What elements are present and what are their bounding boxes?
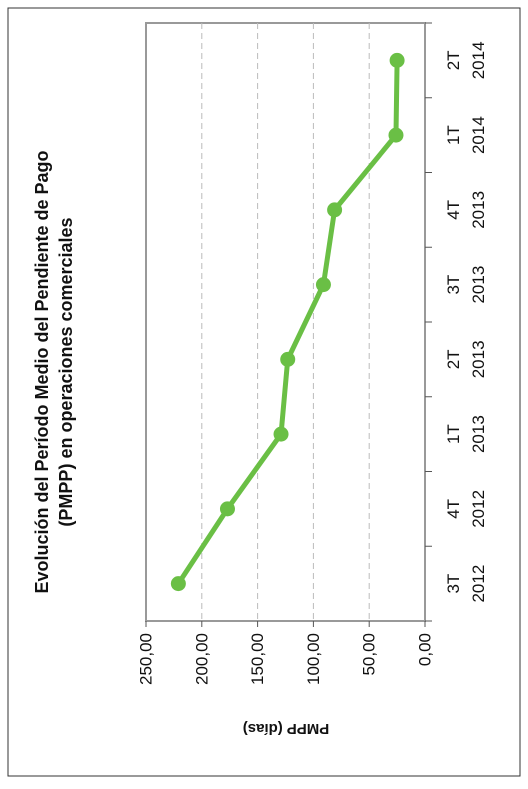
x-tick-label-quarter: 2T: [444, 349, 463, 369]
chart-title-line1: Evolución del Período Medio del Pendient…: [32, 150, 52, 593]
plot-area: 0,00 50,00 100,00 150,00 200,00 250,00 3T 2012 4…: [137, 22, 488, 685]
x-tick-label-year: 2012: [469, 565, 488, 603]
y-tick-label: 200,00: [192, 633, 211, 685]
y-tick-label: 150,00: [248, 633, 267, 685]
y-tick-label: 250,00: [137, 633, 156, 685]
x-tick-label-quarter: 1T: [444, 125, 463, 145]
y-tick-label: 100,00: [304, 633, 323, 685]
chart-title-line2: (PMPP) en operaciones comerciales: [56, 217, 76, 526]
data-point: [219, 501, 235, 517]
x-tick-label-year: 2014: [469, 41, 488, 79]
y-tick-label: 50,00: [360, 633, 379, 676]
x-tick-label-quarter: 3T: [444, 574, 463, 594]
y-tick-label: 0,00: [416, 633, 435, 666]
data-point: [388, 127, 404, 143]
x-tick-label-quarter: 1T: [444, 424, 463, 444]
data-point: [327, 202, 343, 218]
series-line: [175, 57, 400, 587]
x-tick-label-year: 2013: [469, 266, 488, 304]
x-tick-label-year: 2013: [469, 191, 488, 229]
x-tick-label-quarter: 2T: [444, 50, 463, 70]
data-point: [389, 52, 405, 68]
data-point: [273, 426, 289, 442]
x-tick-label-year: 2013: [469, 340, 488, 378]
y-axis-label: PMPP (días): [243, 720, 329, 737]
data-point: [315, 277, 331, 293]
x-tick-label-year: 2013: [469, 415, 488, 453]
data-point: [170, 576, 186, 592]
x-tick-label-quarter: 4T: [444, 200, 463, 220]
x-tick-label-quarter: 4T: [444, 499, 463, 519]
data-point: [280, 351, 296, 367]
x-tick-label-quarter: 3T: [444, 275, 463, 295]
x-tick-label-year: 2014: [469, 116, 488, 154]
plot-border: [145, 22, 426, 622]
x-tick-label-year: 2012: [469, 490, 488, 528]
